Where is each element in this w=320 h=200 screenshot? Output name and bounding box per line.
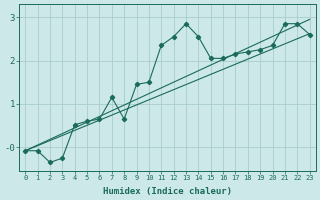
X-axis label: Humidex (Indice chaleur): Humidex (Indice chaleur) bbox=[103, 187, 232, 196]
